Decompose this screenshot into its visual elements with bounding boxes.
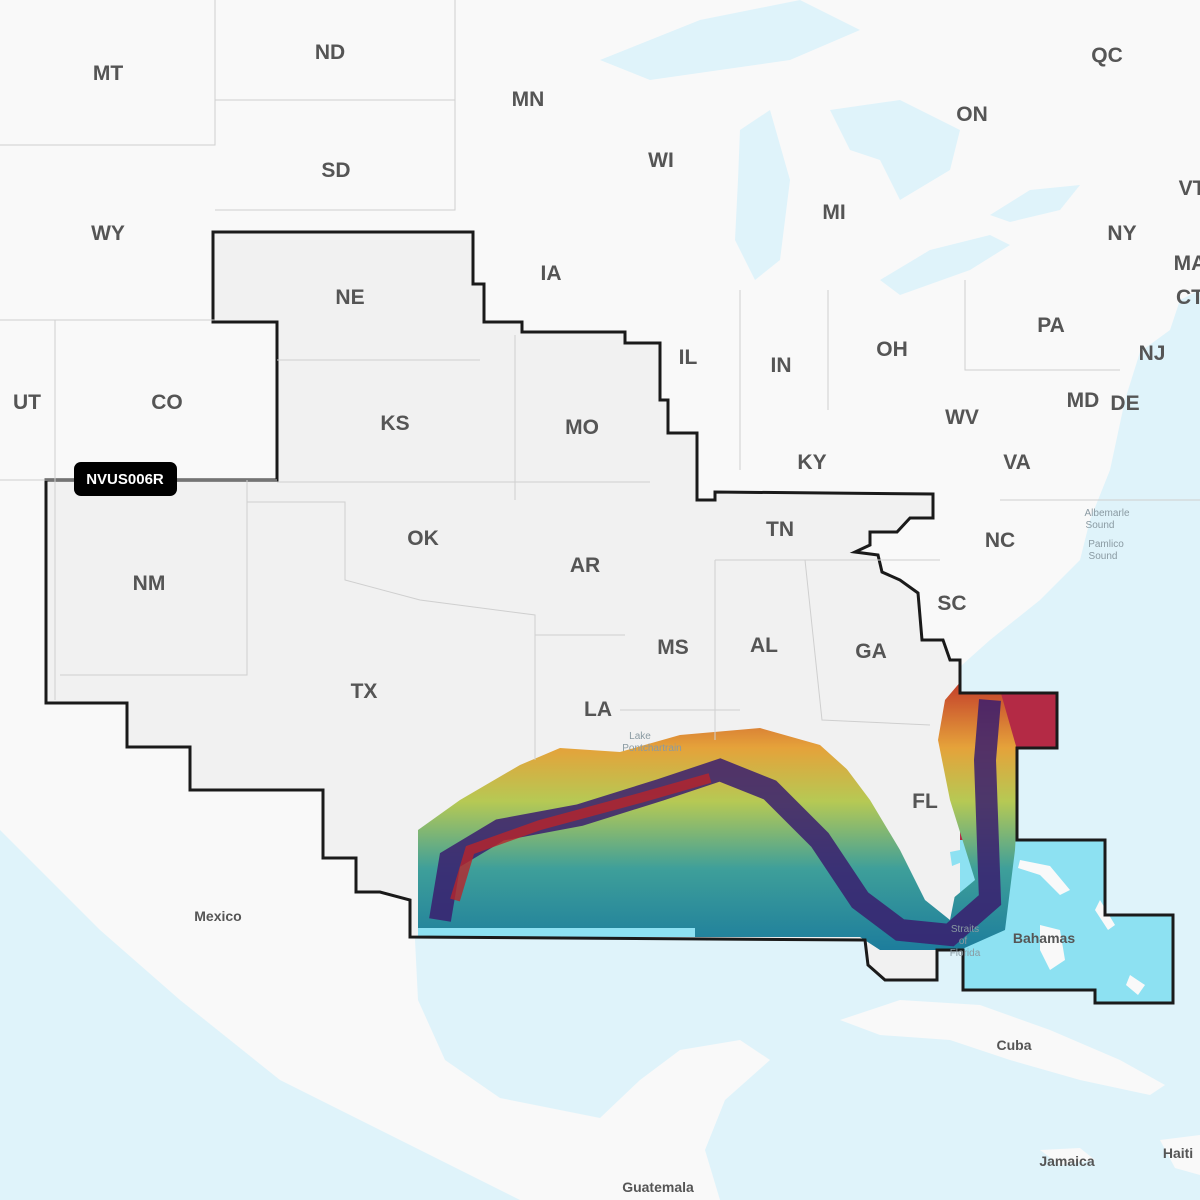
water-label: Florida	[950, 948, 981, 959]
state-label: MS	[657, 636, 689, 659]
state-label: OH	[876, 338, 908, 361]
state-label: DE	[1110, 392, 1139, 415]
water-label: Sound	[1089, 551, 1118, 562]
state-label: SD	[321, 159, 350, 182]
mainland-florida	[840, 740, 960, 920]
country-label: Bahamas	[1013, 930, 1075, 946]
state-label: MI	[822, 201, 845, 224]
state-labels: MT ND MN WI ON QC SD WY MI NY IA NE PA I…	[13, 41, 1200, 813]
country-label: Jamaica	[1039, 1153, 1094, 1169]
state-label: TX	[351, 680, 378, 703]
state-label: NM	[133, 572, 166, 595]
state-label: GA	[855, 640, 887, 663]
state-label: AL	[750, 634, 778, 657]
country-labels: Mexico Cuba Bahamas Guatemala Jamaica Ha…	[194, 908, 1193, 1195]
country-label: Mexico	[194, 908, 241, 924]
jamaica-island	[1040, 1148, 1095, 1165]
state-label: ON	[956, 103, 988, 126]
coverage-boundary	[44, 230, 1175, 1005]
water-label: Lake	[629, 731, 651, 742]
state-label: MA	[1174, 252, 1200, 275]
state-label: NC	[985, 529, 1015, 552]
state-label: MT	[93, 62, 123, 85]
country-label: Haiti	[1163, 1145, 1193, 1161]
water-labels: Albemarle Sound Pamlico Sound Lake Pontc…	[622, 508, 1130, 959]
water-label: Albemarle	[1084, 508, 1129, 519]
state-label: VA	[1003, 451, 1031, 474]
state-label: UT	[13, 391, 41, 414]
hispaniola-island	[1160, 1135, 1200, 1175]
state-label: KS	[380, 412, 409, 435]
state-label: NY	[1107, 222, 1136, 245]
water-label: of	[959, 936, 968, 947]
state-label: FL	[912, 790, 938, 813]
state-label: SC	[937, 592, 966, 615]
state-label: WY	[91, 222, 125, 245]
state-label: LA	[584, 698, 612, 721]
state-label: CT	[1176, 286, 1200, 309]
state-label: IL	[679, 346, 698, 369]
state-label: OK	[407, 527, 439, 550]
great-lakes	[600, 0, 1080, 295]
country-label: Cuba	[997, 1037, 1032, 1053]
state-label: NE	[335, 286, 364, 309]
chart-badge-nvus006r[interactable]: NVUS006R	[74, 462, 177, 496]
chart-badge-label: NVUS006R	[86, 471, 164, 488]
state-label: NJ	[1139, 342, 1166, 365]
state-label: MN	[512, 88, 545, 111]
state-label: QC	[1091, 44, 1123, 67]
state-label: CO	[151, 391, 183, 414]
state-label: IN	[771, 354, 792, 377]
state-label: KY	[797, 451, 826, 474]
water-label: Pamlico	[1088, 539, 1124, 550]
state-label: AR	[570, 554, 600, 577]
water-label: Straits	[951, 924, 979, 935]
water-label: Sound	[1086, 520, 1115, 531]
state-borders	[0, 0, 1200, 760]
cuba-island	[840, 1000, 1165, 1095]
country-label: Guatemala	[622, 1179, 694, 1195]
water-label: Pontchartrain	[622, 743, 681, 754]
state-label: ND	[315, 41, 345, 64]
state-label: MD	[1067, 389, 1100, 412]
state-label: PA	[1037, 314, 1065, 337]
state-label: WI	[648, 149, 674, 172]
gulf-bathymetry	[418, 680, 1020, 950]
state-label: VT	[1179, 177, 1200, 200]
state-label: TN	[766, 518, 794, 541]
state-label: MO	[565, 416, 599, 439]
lake-okeechobee	[950, 850, 962, 866]
state-label: WV	[945, 406, 979, 429]
state-label: IA	[541, 262, 562, 285]
